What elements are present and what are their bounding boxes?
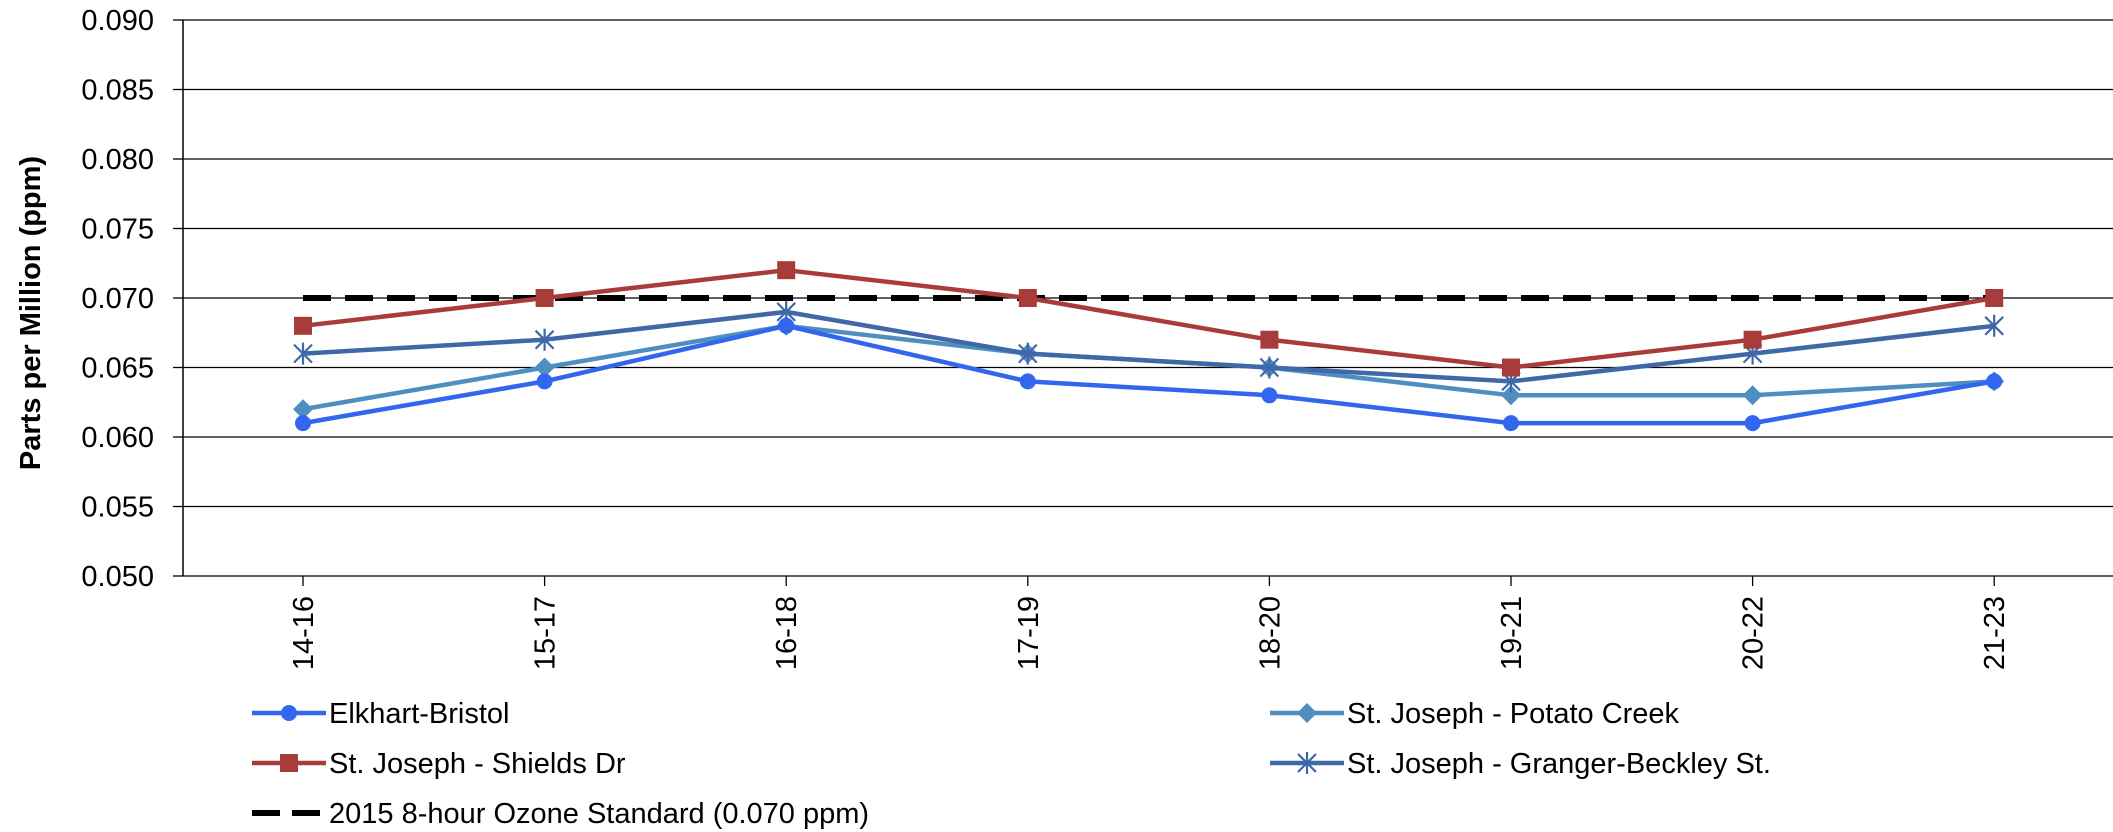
data-point [778,317,795,334]
data-point [1503,415,1519,432]
series-lines [293,261,2005,432]
data-point [536,373,553,390]
y-tick-label: 0.065 [81,353,154,385]
data-point [1985,289,2004,307]
legend-item: St. Joseph - Potato Creek [1270,698,1680,730]
legend-item: Elkhart-Bristol [252,698,510,730]
data-point [293,399,313,420]
legend-label: St. Joseph - Shields Dr [329,748,626,780]
x-tick-label: 21-23 [1979,596,2011,670]
legend-item: St. Joseph - Shields Dr [252,748,626,780]
y-tick-label: 0.085 [81,75,154,107]
x-tick-label: 18-20 [1254,596,1286,670]
series-2 [294,261,2004,377]
data-point [294,316,312,335]
series-line [302,267,1995,370]
x-tick-label: 20-22 [1738,596,1770,670]
data-point [1743,330,1762,349]
legend-label: Elkhart-Bristol [329,698,510,730]
data-point [1018,289,1037,307]
legend: Elkhart-Bristol St. Joseph - Potato Creek… [252,698,1771,830]
y-tick-label: 0.055 [81,492,154,524]
y-tick-label: 0.060 [81,422,154,454]
data-point [1259,356,1280,379]
y-tick-label: 0.070 [81,283,154,315]
y-tick-label: 0.080 [81,144,154,176]
y-tick-label: 0.050 [81,561,154,593]
legend-marker [281,705,297,721]
data-point [777,261,796,280]
y-tick-labels: 0.050 0.055 0.060 0.065 0.070 0.075 0.080 0.085… [81,5,154,593]
data-point [295,415,311,432]
legend-item: St. Joseph - Granger-Beckley St. [1270,748,1771,780]
legend-label: St. Joseph - Granger-Beckley St. [1347,748,1771,780]
data-point [293,342,313,365]
data-point [1742,385,1763,406]
data-point [1986,373,2003,390]
y-tick-label: 0.090 [81,5,154,37]
x-tick-label: 19-21 [1496,596,1528,670]
data-point [1260,330,1279,349]
x-tick-label: 14-16 [288,596,320,670]
legend-marker [1297,703,1317,723]
legend-marker [1297,752,1317,774]
data-point [1984,314,2004,337]
data-point [1502,358,1520,377]
data-point [1501,385,1521,406]
data-point [1744,415,1761,432]
data-point [534,328,555,351]
data-point [1261,387,1278,404]
legend-marker [280,754,298,772]
legend-label: 2015 8-hour Ozone Standard (0.070 ppm) [329,798,869,830]
legend-label: St. Joseph - Potato Creek [1347,698,1680,730]
x-tick-label: 15-17 [530,596,562,670]
axes [173,19,1995,586]
y-axis-label: Parts per Million (ppm) [15,156,47,470]
data-point [1019,373,1036,390]
series-line [302,323,1995,426]
data-point [535,289,554,307]
data-point [1018,342,1038,365]
series-3 [293,300,2004,393]
series-0 [295,317,2003,432]
x-tick-labels: 14-16 15-17 16-18 17-19 18-20 19-21 20-22 21-23 [288,596,2011,670]
x-tick-label: 16-18 [771,596,803,670]
y-tick-label: 0.075 [81,214,154,246]
series-line [302,309,1995,384]
legend-item: 2015 8-hour Ozone Standard (0.070 ppm) [252,798,869,830]
data-point [534,357,555,378]
x-tick-label: 17-19 [1013,596,1045,670]
